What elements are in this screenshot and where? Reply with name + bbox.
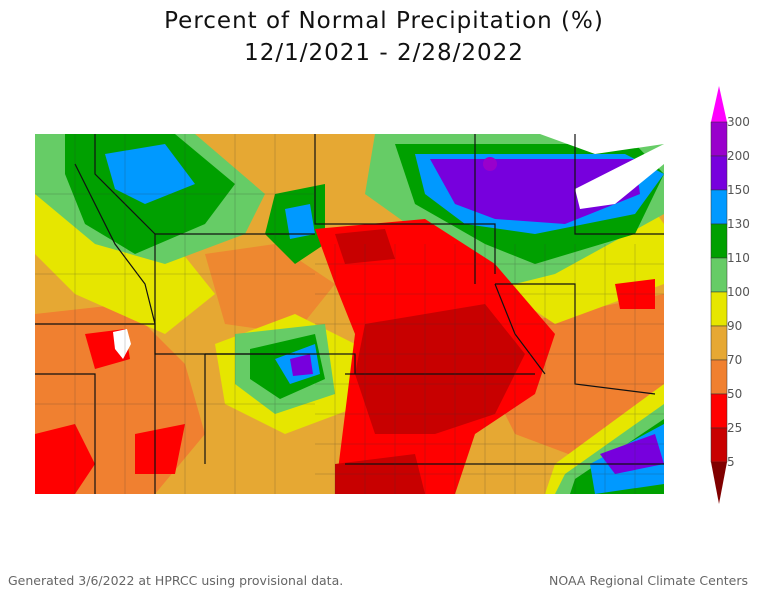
legend-label-300: 300 (727, 115, 750, 129)
precipitation-map-graphic (35, 134, 664, 494)
legend-label-5: 5 (727, 455, 735, 469)
source-credit: NOAA Regional Climate Centers (549, 573, 748, 588)
legend-label-110: 110 (727, 251, 750, 265)
legend-label-25: 25 (727, 421, 743, 435)
color-legend: 300 200 150 130 110 100 90 70 50 25 5 (709, 86, 768, 506)
legend-label-100: 100 (727, 285, 750, 299)
legend-label-90: 90 (727, 319, 743, 333)
legend-label-130: 130 (727, 217, 750, 231)
map-date-range: 12/1/2021 - 2/28/2022 (244, 40, 524, 66)
legend-label-70: 70 (727, 353, 743, 367)
legend-label-50: 50 (727, 387, 743, 401)
legend-label-200: 200 (727, 149, 750, 163)
legend-label-150: 150 (727, 183, 750, 197)
legend-colorbar (710, 86, 728, 504)
precipitation-map (35, 134, 664, 494)
generated-note: Generated 3/6/2022 at HPRCC using provis… (8, 573, 344, 588)
map-title: Percent of Normal Precipitation (%) (164, 8, 604, 34)
